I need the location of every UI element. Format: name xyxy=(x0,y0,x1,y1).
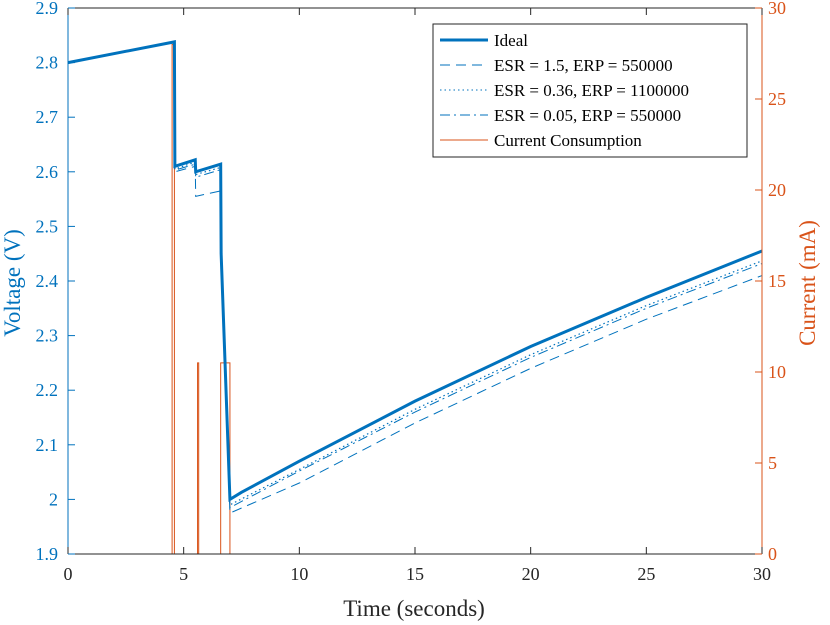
y-right-tick-label: 15 xyxy=(768,271,786,291)
y-left-tick-label: 2 xyxy=(49,489,58,509)
legend-label-current: Current Consumption xyxy=(494,131,642,150)
y-left-tick-label: 2.6 xyxy=(36,162,59,182)
legend-label-esr-0-36: ESR = 0.36, ERP = 1100000 xyxy=(494,81,689,100)
y-right-tick-label: 10 xyxy=(768,362,786,382)
y-left-tick-label: 2.2 xyxy=(36,380,59,400)
y-right-tick-label: 30 xyxy=(768,0,786,18)
series-line-4 xyxy=(68,43,762,555)
x-tick-label: 10 xyxy=(290,564,308,584)
y-axis-right-label: Current (mA) xyxy=(795,220,820,346)
x-tick-label: 30 xyxy=(753,564,771,584)
y-left-tick-label: 2.9 xyxy=(36,0,59,18)
x-tick-label: 15 xyxy=(406,564,424,584)
y-right-tick-label: 20 xyxy=(768,180,786,200)
y-left-tick-label: 2.3 xyxy=(36,326,59,346)
legend-label-esr-0-05: ESR = 0.05, ERP = 550000 xyxy=(494,106,681,125)
y-right-tick-label: 0 xyxy=(768,544,777,564)
legend-label-esr-1-5: ESR = 1.5, ERP = 550000 xyxy=(494,56,673,75)
y-left-tick-label: 2.1 xyxy=(36,435,59,455)
legend: Ideal ESR = 1.5, ERP = 550000 ESR = 0.36… xyxy=(432,23,748,158)
y-left-tick-label: 2.5 xyxy=(36,216,59,236)
x-tick-label: 0 xyxy=(64,564,73,584)
y-left-tick-label: 2.7 xyxy=(36,107,59,127)
x-tick-label: 5 xyxy=(179,564,188,584)
x-tick-label: 25 xyxy=(637,564,655,584)
y-right-tick-label: 5 xyxy=(768,453,777,473)
x-tick-label: 20 xyxy=(522,564,540,584)
legend-label-ideal: Ideal xyxy=(494,31,528,50)
series-line-0 xyxy=(67,40,763,503)
y-left-tick-label: 2.4 xyxy=(36,271,59,291)
ticks-layer: 0 5 10 15 20 25 30 1.9 2 2.1 2.2 2.3 2.4 2.5 2.6 2.7 2.8… xyxy=(36,0,787,584)
y-left-tick-label: 1.9 xyxy=(36,544,59,564)
y-left-tick-label: 2.8 xyxy=(36,53,59,73)
series-layer xyxy=(67,40,763,555)
y-axis-left-label: Voltage (V) xyxy=(0,229,25,337)
x-axis-label: Time (seconds) xyxy=(343,596,485,621)
y-right-tick-label: 25 xyxy=(768,89,786,109)
